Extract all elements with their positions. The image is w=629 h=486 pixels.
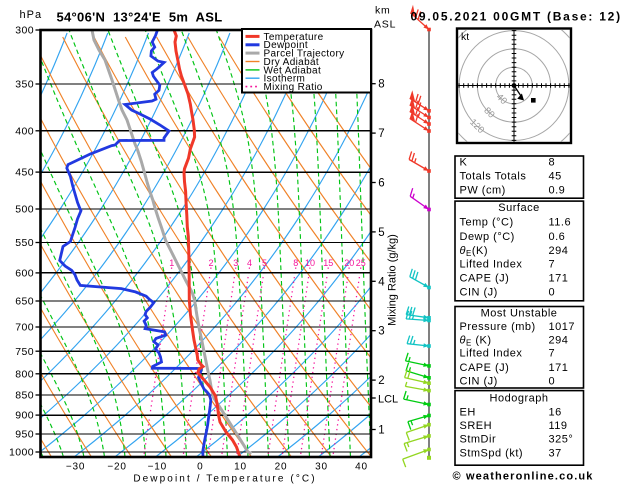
svg-text:7: 7 bbox=[549, 259, 556, 271]
svg-text:325°: 325° bbox=[549, 433, 574, 445]
svg-text:© weatheronline.co.uk: © weatheronline.co.uk bbox=[453, 471, 594, 483]
svg-text:171: 171 bbox=[549, 362, 569, 374]
svg-text:30: 30 bbox=[315, 462, 328, 473]
svg-text:0: 0 bbox=[549, 287, 556, 299]
svg-text:Dry Adiabat: Dry Adiabat bbox=[264, 57, 320, 68]
svg-text:StmSpd (kt): StmSpd (kt) bbox=[460, 447, 524, 459]
svg-text:7: 7 bbox=[378, 128, 384, 140]
svg-text:Dewpoint: Dewpoint bbox=[264, 40, 309, 51]
svg-text:1017: 1017 bbox=[549, 321, 575, 333]
svg-text:0.6: 0.6 bbox=[549, 231, 566, 243]
svg-text:CAPE (J): CAPE (J) bbox=[460, 362, 510, 374]
svg-text:750: 750 bbox=[15, 346, 34, 358]
svg-text:CIN (J): CIN (J) bbox=[460, 287, 498, 299]
svg-text:Totals Totals: Totals Totals bbox=[460, 170, 527, 182]
svg-text:StmDir: StmDir bbox=[460, 433, 497, 445]
svg-text:0: 0 bbox=[197, 462, 203, 473]
svg-text:Temp (°C): Temp (°C) bbox=[460, 216, 514, 228]
svg-text:Wet Adiabat: Wet Adiabat bbox=[264, 65, 322, 76]
svg-text:SREH: SREH bbox=[460, 420, 493, 432]
svg-text:294: 294 bbox=[549, 245, 569, 257]
svg-text:4: 4 bbox=[247, 258, 252, 268]
svg-text:45: 45 bbox=[549, 170, 562, 182]
svg-text:Lifted Index: Lifted Index bbox=[460, 347, 523, 359]
svg-text:20: 20 bbox=[275, 462, 288, 473]
svg-text:LCL: LCL bbox=[378, 393, 398, 405]
svg-text:Most Unstable: Most Unstable bbox=[481, 307, 558, 319]
svg-text:km: km bbox=[375, 5, 391, 17]
svg-text:4: 4 bbox=[378, 276, 385, 288]
svg-text:25: 25 bbox=[356, 258, 366, 268]
svg-text:450: 450 bbox=[15, 167, 34, 179]
svg-text:350: 350 bbox=[15, 79, 34, 91]
svg-text:119: 119 bbox=[549, 420, 568, 432]
svg-text:5: 5 bbox=[378, 227, 384, 239]
svg-text:PW (cm): PW (cm) bbox=[460, 185, 506, 197]
svg-text:10: 10 bbox=[305, 258, 315, 268]
svg-text:900: 900 bbox=[15, 410, 34, 422]
svg-text:8: 8 bbox=[293, 258, 298, 268]
svg-text:K: K bbox=[460, 157, 468, 169]
svg-text:09.05.2021 00GMT (Base: 12): 09.05.2021 00GMT (Base: 12) bbox=[411, 10, 622, 24]
svg-text:θE (K): θE (K) bbox=[460, 335, 492, 348]
svg-text:Lifted Index: Lifted Index bbox=[460, 259, 523, 271]
svg-text:−10: −10 bbox=[148, 462, 167, 473]
svg-text:1: 1 bbox=[169, 258, 174, 268]
svg-text:37: 37 bbox=[549, 447, 562, 459]
svg-text:CIN (J): CIN (J) bbox=[460, 375, 498, 387]
svg-text:0: 0 bbox=[549, 375, 556, 387]
svg-text:Dewpoint / Temperature (°C): Dewpoint / Temperature (°C) bbox=[133, 474, 316, 485]
svg-text:8: 8 bbox=[549, 157, 556, 169]
svg-text:Mixing Ratio (g/kg): Mixing Ratio (g/kg) bbox=[386, 234, 398, 326]
svg-text:800: 800 bbox=[15, 368, 34, 380]
svg-text:7: 7 bbox=[549, 347, 556, 359]
svg-text:2: 2 bbox=[378, 375, 384, 387]
svg-text:Mixing Ratio: Mixing Ratio bbox=[264, 82, 323, 93]
svg-text:294: 294 bbox=[549, 335, 569, 347]
svg-text:−20: −20 bbox=[107, 462, 126, 473]
svg-text:0.9: 0.9 bbox=[549, 185, 566, 197]
svg-text:500: 500 bbox=[15, 204, 34, 216]
svg-text:Surface: Surface bbox=[498, 202, 539, 214]
svg-text:Parcel Trajectory: Parcel Trajectory bbox=[264, 49, 345, 60]
svg-text:hPa: hPa bbox=[20, 9, 43, 21]
svg-text:CAPE (J): CAPE (J) bbox=[460, 273, 510, 285]
svg-text:8: 8 bbox=[378, 79, 384, 91]
svg-text:5: 5 bbox=[262, 258, 267, 268]
svg-text:EH: EH bbox=[460, 407, 476, 419]
svg-text:15: 15 bbox=[323, 258, 333, 268]
svg-text:20: 20 bbox=[344, 258, 354, 268]
svg-text:Temperature: Temperature bbox=[264, 32, 324, 43]
svg-text:11.6: 11.6 bbox=[549, 216, 572, 228]
svg-text:1: 1 bbox=[378, 425, 384, 437]
svg-text:850: 850 bbox=[15, 390, 34, 402]
svg-text:Hodograph: Hodograph bbox=[490, 393, 549, 405]
svg-text:kt: kt bbox=[461, 31, 469, 43]
svg-text:3: 3 bbox=[233, 258, 238, 268]
svg-text:40: 40 bbox=[355, 462, 368, 473]
svg-text:16: 16 bbox=[549, 407, 562, 419]
svg-text:1000: 1000 bbox=[9, 447, 34, 459]
svg-text:θE(K): θE(K) bbox=[460, 245, 488, 258]
svg-text:3: 3 bbox=[378, 326, 384, 338]
svg-text:−30: −30 bbox=[66, 462, 85, 473]
svg-text:10: 10 bbox=[234, 462, 247, 473]
svg-text:54°06'N 13°24'E 5m ASL: 54°06'N 13°24'E 5m ASL bbox=[57, 10, 223, 25]
svg-text:Dewp (°C): Dewp (°C) bbox=[460, 231, 515, 243]
svg-text:300: 300 bbox=[15, 25, 34, 37]
svg-text:ASL: ASL bbox=[374, 19, 396, 31]
svg-text:700: 700 bbox=[15, 322, 34, 334]
svg-text:950: 950 bbox=[15, 429, 34, 441]
svg-text:550: 550 bbox=[15, 237, 34, 249]
svg-text:171: 171 bbox=[549, 273, 569, 285]
svg-text:6: 6 bbox=[378, 178, 384, 190]
svg-text:400: 400 bbox=[15, 125, 34, 137]
svg-text:Isotherm: Isotherm bbox=[264, 74, 306, 85]
svg-text:650: 650 bbox=[15, 296, 34, 308]
svg-text:600: 600 bbox=[15, 268, 34, 280]
svg-text:Pressure (mb): Pressure (mb) bbox=[460, 321, 536, 333]
svg-text:2: 2 bbox=[208, 258, 213, 268]
